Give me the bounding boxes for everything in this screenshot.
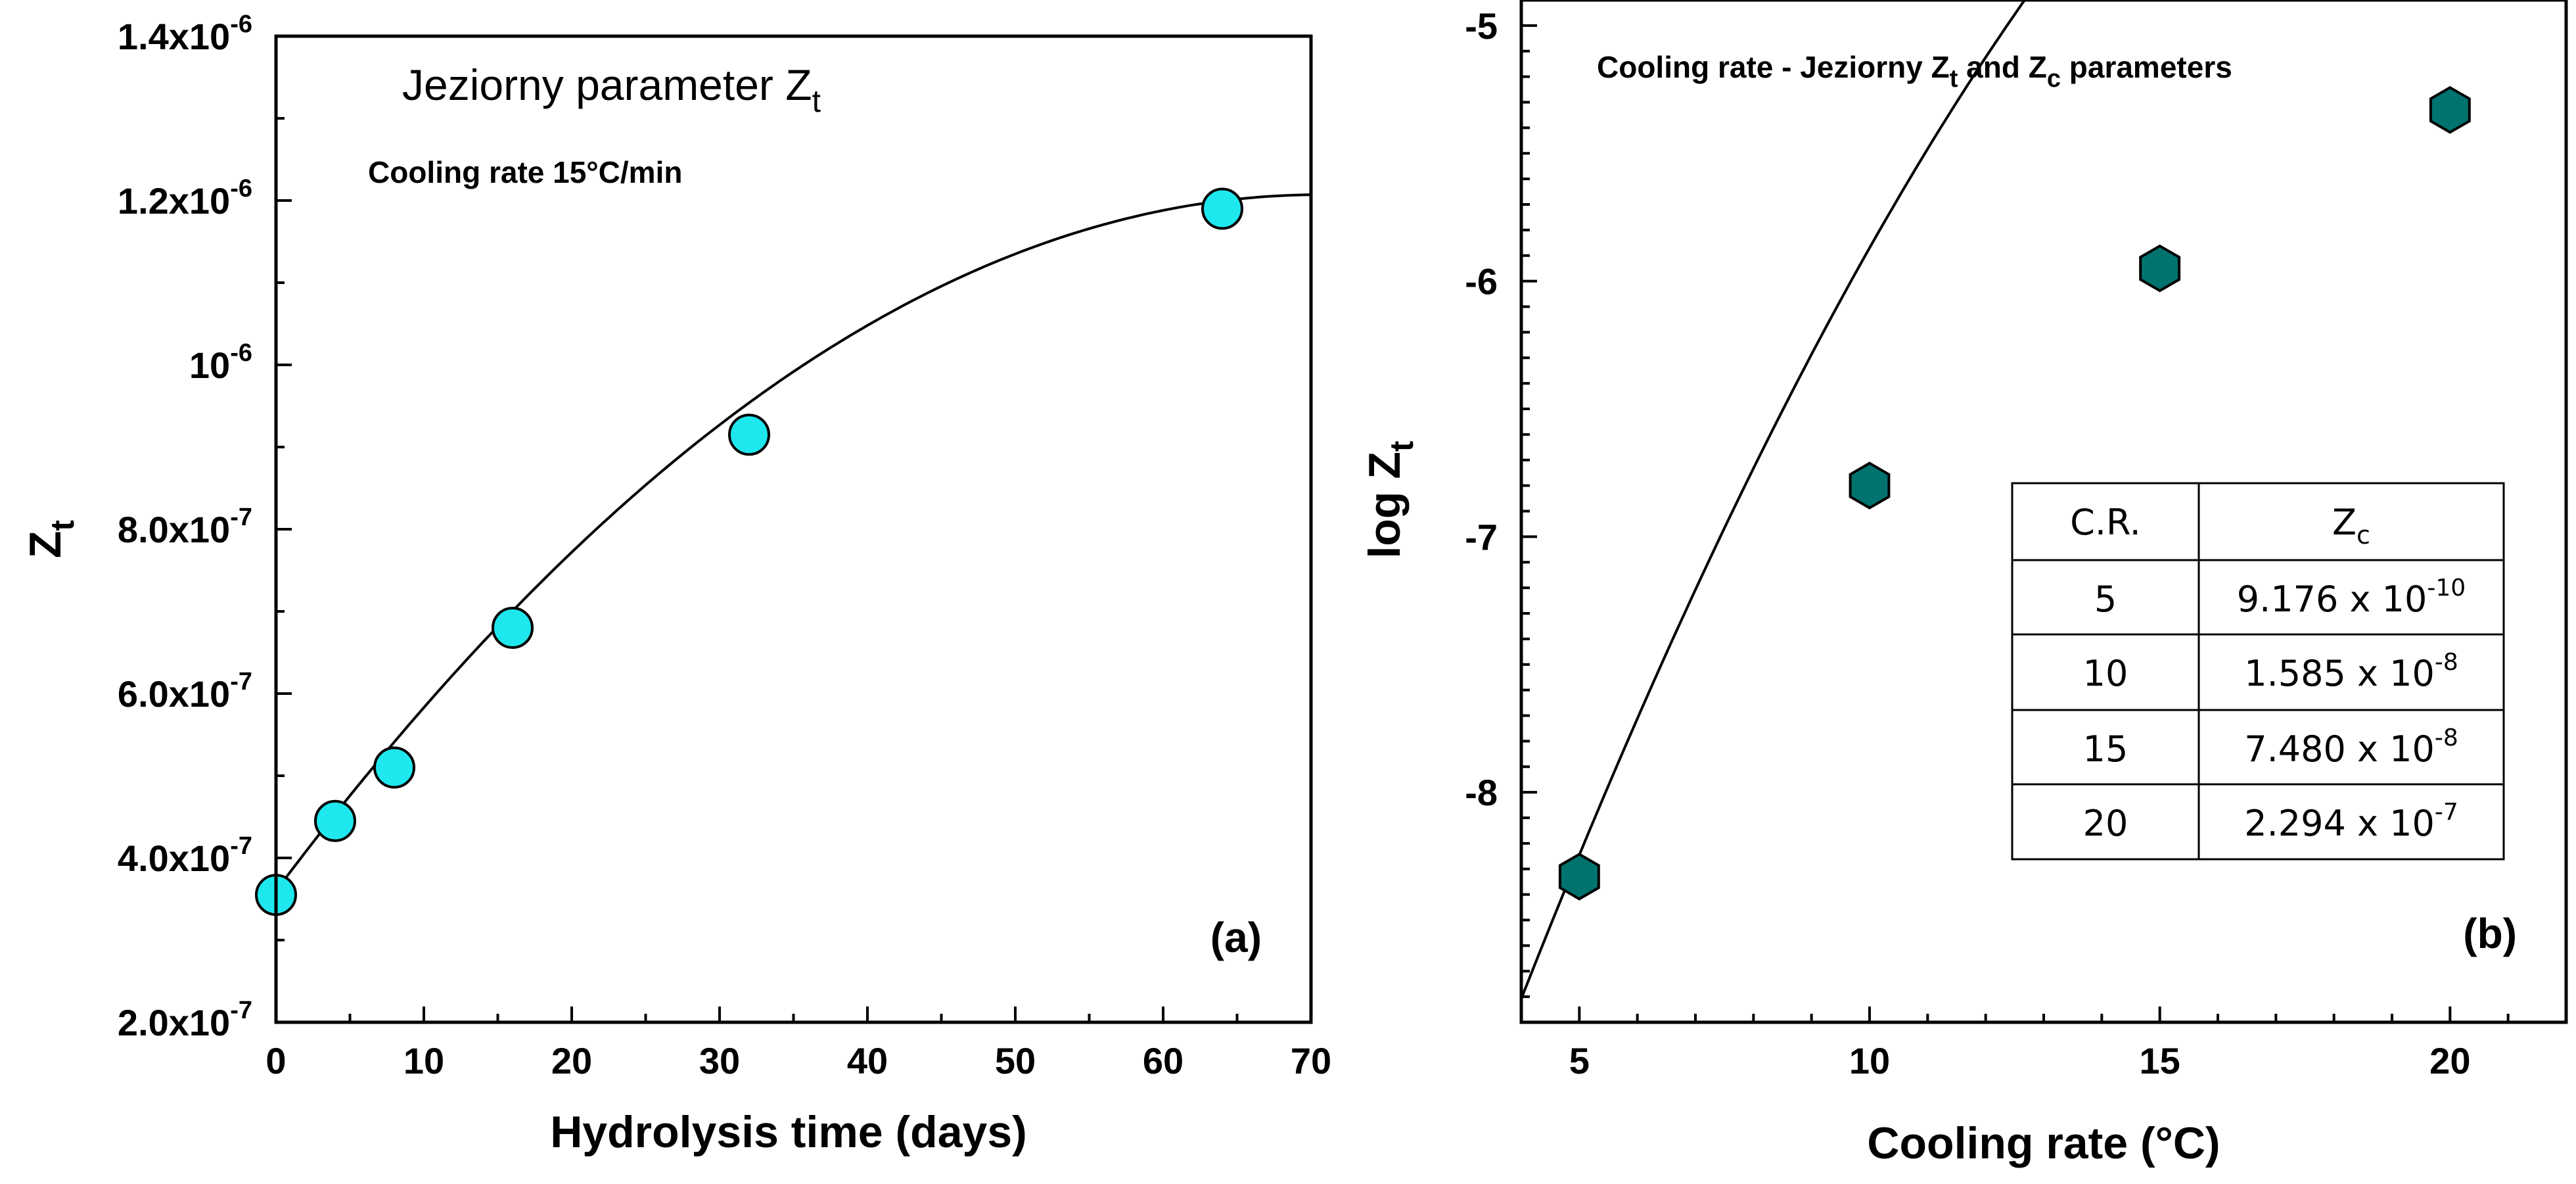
y-tick-label: -7 [1465, 516, 1498, 557]
x-tick-label: 50 [995, 1040, 1036, 1081]
x-tick-label: 10 [1849, 1040, 1890, 1081]
y-tick-label: 10-6 [189, 339, 252, 386]
zc-table-cell: 10 [2083, 653, 2128, 694]
zc-table-cell: 1.585 x 10-8 [2244, 649, 2458, 694]
x-tick-label: 20 [2429, 1040, 2470, 1081]
x-tick-label: 20 [551, 1040, 592, 1081]
data-point [1849, 462, 1891, 509]
title-part-1: Cooling rate - Jeziorny Z [1597, 50, 1950, 84]
y-tick-label: 1.2x10-6 [118, 175, 252, 222]
x-tick-label: 15 [2140, 1040, 2180, 1081]
x-tick-label: 0 [265, 1040, 286, 1081]
y-tick-label: 6.0x10-7 [118, 668, 252, 715]
data-point [1558, 853, 1600, 901]
y-tick-label: 8.0x10-7 [118, 504, 252, 550]
panel-a-subtitle: Cooling rate 15°C/min [368, 155, 682, 189]
panel-b-title: Cooling rate - Jeziorny Zt and Zc parame… [1597, 50, 2232, 93]
y-tick-label: -5 [1465, 5, 1498, 47]
zc-table-cell: 15 [2083, 728, 2128, 770]
title-part-2: t [1950, 65, 1958, 93]
zc-table-cell: 5 [2094, 579, 2117, 620]
data-point [314, 799, 356, 842]
panel-b-x-axis-title: Cooling rate (°C) [1867, 1118, 2220, 1168]
panel-a-y-axis-title: Zt [20, 520, 81, 559]
zc-table-header: Zc [2332, 502, 2370, 550]
panel-b-y-axis-title: log Zt [1360, 440, 1420, 558]
y-tick-label: -8 [1465, 772, 1498, 813]
panel-b: C.R. Zc 5 9.176 x 10-10 10 1.585 x 10-8 15 7.48… [1360, 0, 2568, 1168]
panel-a-fit-curve [275, 193, 1312, 892]
y-tick-label: 4.0x10-7 [118, 832, 252, 879]
zc-table-cell: 7.480 x 10-8 [2244, 724, 2458, 770]
panel-b-fit-curve [1520, 0, 2027, 999]
x-tick-label: 10 [403, 1040, 444, 1081]
panel-a-label: (a) [1210, 914, 1262, 961]
zc-table-cell: 9.176 x 10-10 [2237, 575, 2466, 620]
title-part-4: c [2047, 65, 2061, 93]
y-tick-label: 2.0x10-7 [118, 997, 252, 1043]
panel-b-label: (b) [2463, 910, 2517, 957]
panel-a: 0 10 20 30 40 50 60 70 2.0x10-7 4.0x10-7 6.0x10-7… [20, 11, 1331, 1157]
zc-table-border [2011, 482, 2505, 861]
panel-a-x-axis-title: Hydrolysis time (days) [550, 1107, 1027, 1157]
title-part-3: and Z [1958, 50, 2046, 84]
zc-table-header: C.R. [2070, 502, 2141, 543]
x-tick-label: 30 [699, 1040, 740, 1081]
data-point [1201, 187, 1243, 230]
title-part-5: parameters [2061, 50, 2232, 84]
y-tick-label: -6 [1465, 261, 1498, 302]
data-point [373, 746, 415, 789]
x-tick-label: 40 [847, 1040, 888, 1081]
y-tick-label: 1.4x10-6 [118, 11, 252, 57]
zc-table-background [2004, 483, 2504, 859]
x-tick-label: 5 [1569, 1040, 1590, 1081]
zc-table-cell: 2.294 x 10-7 [2244, 799, 2458, 844]
data-point [492, 607, 534, 649]
zc-table-cell: 20 [2083, 803, 2128, 844]
x-tick-label: 70 [1291, 1040, 1331, 1081]
panel-a-title: Jeziorny parameter Zt [402, 60, 821, 119]
data-point [728, 414, 770, 456]
x-tick-label: 60 [1143, 1040, 1184, 1081]
data-point [2139, 244, 2181, 293]
data-point [2429, 85, 2471, 134]
